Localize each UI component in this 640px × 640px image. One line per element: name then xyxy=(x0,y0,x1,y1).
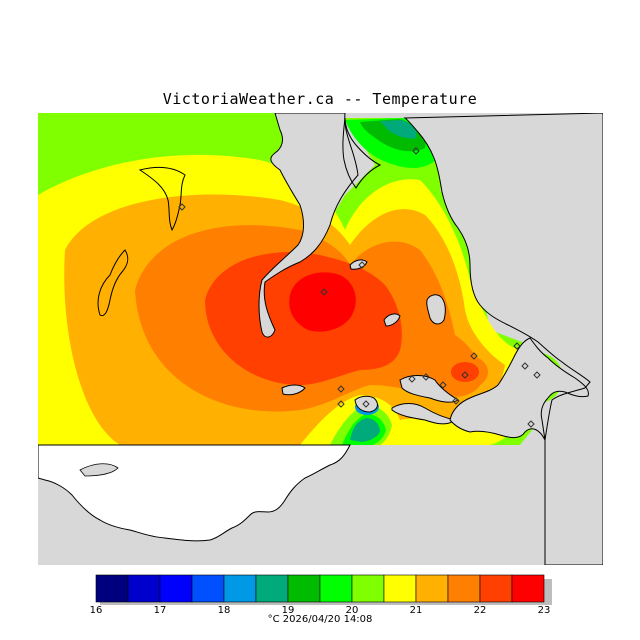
north-saanich-peninsula xyxy=(342,117,382,189)
legend-swatch xyxy=(511,574,545,603)
band-sw-19 xyxy=(350,418,380,442)
legend-tick-label: 18 xyxy=(218,605,231,616)
island-west-long xyxy=(97,249,129,317)
station-marker xyxy=(521,362,529,370)
saanich-inlet xyxy=(258,113,359,338)
band-23 xyxy=(289,272,356,332)
legend-swatch xyxy=(287,574,321,603)
legend-swatch xyxy=(127,574,161,603)
james-island xyxy=(426,294,446,325)
map-title: VictoriaWeather.ca -- Temperature xyxy=(162,90,478,108)
legend-tick-label: 22 xyxy=(474,605,487,616)
timestamp: 2026/04/20 14:08 xyxy=(282,614,373,625)
legend-tick-label: 16 xyxy=(90,605,103,616)
station-marker xyxy=(412,147,420,155)
legend-swatch xyxy=(447,574,481,603)
legend-swatch xyxy=(319,574,353,603)
legend-swatch xyxy=(351,574,385,603)
legend-swatches xyxy=(95,574,545,603)
legend-swatch xyxy=(223,574,257,603)
southern-islet xyxy=(79,463,119,477)
unit-label: °C xyxy=(267,614,280,625)
portland-island xyxy=(383,313,401,327)
map-footer: °C 2026/04/20 14:08 xyxy=(0,614,640,625)
legend-tick-label: 20 xyxy=(346,605,359,616)
islet-central xyxy=(281,384,306,396)
weather-stations xyxy=(178,147,541,428)
station-marker xyxy=(358,261,366,269)
station-marker xyxy=(533,371,541,379)
legend-swatch xyxy=(159,574,193,603)
station-marker xyxy=(513,342,521,350)
station-marker xyxy=(461,371,469,379)
east-coast-sea xyxy=(403,113,603,565)
legend-tick-label: 21 xyxy=(410,605,423,616)
station-marker xyxy=(178,203,186,211)
legend-ticks: 16 17 18 19 20 21 22 23 xyxy=(90,605,551,616)
station-marker xyxy=(439,381,447,389)
station-marker xyxy=(527,420,535,428)
legend-swatch xyxy=(383,574,417,603)
legend-tick-label: 19 xyxy=(282,605,295,616)
station-marker xyxy=(422,373,430,381)
sooke-harbour xyxy=(354,395,378,413)
station-marker xyxy=(452,397,460,405)
station-marker xyxy=(470,352,478,360)
station-marker xyxy=(337,400,345,408)
island-northwest xyxy=(138,167,186,232)
legend-swatch xyxy=(191,574,225,603)
station-marker xyxy=(320,288,328,296)
legend-tick-label: 23 xyxy=(538,605,551,616)
legend-swatch xyxy=(95,574,129,603)
station-marker xyxy=(362,400,370,408)
station-marker xyxy=(337,385,345,393)
legend-swatch xyxy=(255,574,289,603)
legend-swatch xyxy=(415,574,449,603)
legend-swatch xyxy=(479,574,513,603)
band-north-19 xyxy=(380,120,417,139)
legend-tick-label: 17 xyxy=(154,605,167,616)
station-marker xyxy=(408,375,416,383)
